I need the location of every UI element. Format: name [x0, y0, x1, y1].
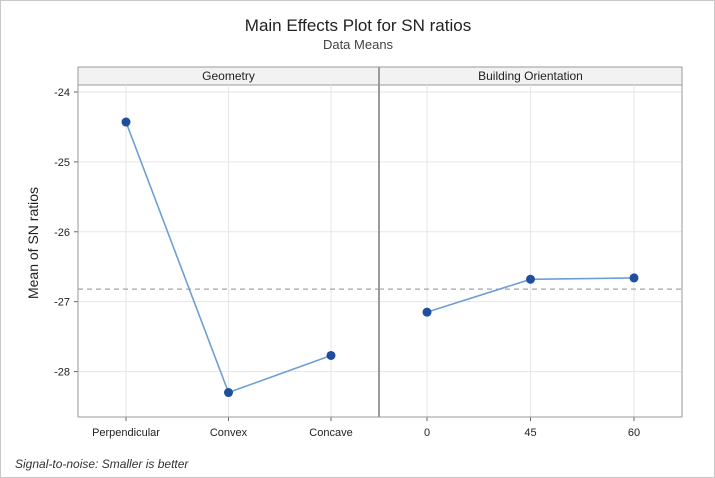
y-tick-label-0: -24	[54, 87, 70, 99]
x-tick-label-0-1: Convex	[210, 427, 248, 439]
panel-label-1: Building Orientation	[478, 69, 583, 83]
y-tick-label-2: -26	[54, 227, 70, 239]
x-tick-label-1-1: 45	[524, 427, 536, 439]
y-tick-label-1: -25	[54, 157, 70, 169]
footnote: Signal-to-noise: Smaller is better	[15, 457, 189, 471]
y-tick-label-4: -28	[54, 367, 70, 379]
data-point-0-2	[326, 350, 336, 360]
data-point-0-0	[121, 117, 131, 127]
chart-subtitle: Data Means	[323, 37, 394, 52]
plot-layer: -24 -25 -26 -27 -28 Geometry Perpendicular Conv…	[54, 66, 683, 439]
data-point-0-1	[224, 388, 233, 398]
panel-label-0: Geometry	[202, 69, 255, 83]
y-tick-label-3: -27	[54, 297, 70, 309]
y-axis-label: Mean of SN ratios	[25, 187, 41, 299]
x-tick-label-1-2: 60	[628, 427, 640, 439]
data-point-1-2	[629, 273, 639, 283]
data-point-1-0	[422, 307, 432, 317]
plot-border	[77, 66, 683, 418]
data-point-1-1	[526, 274, 535, 284]
x-tick-label-1-0: 0	[424, 427, 430, 439]
x-tick-label-0-0: Perpendicular	[92, 427, 160, 439]
x-tick-label-0-2: Concave	[309, 427, 352, 439]
chart-title: Main Effects Plot for SN ratios	[245, 16, 471, 35]
